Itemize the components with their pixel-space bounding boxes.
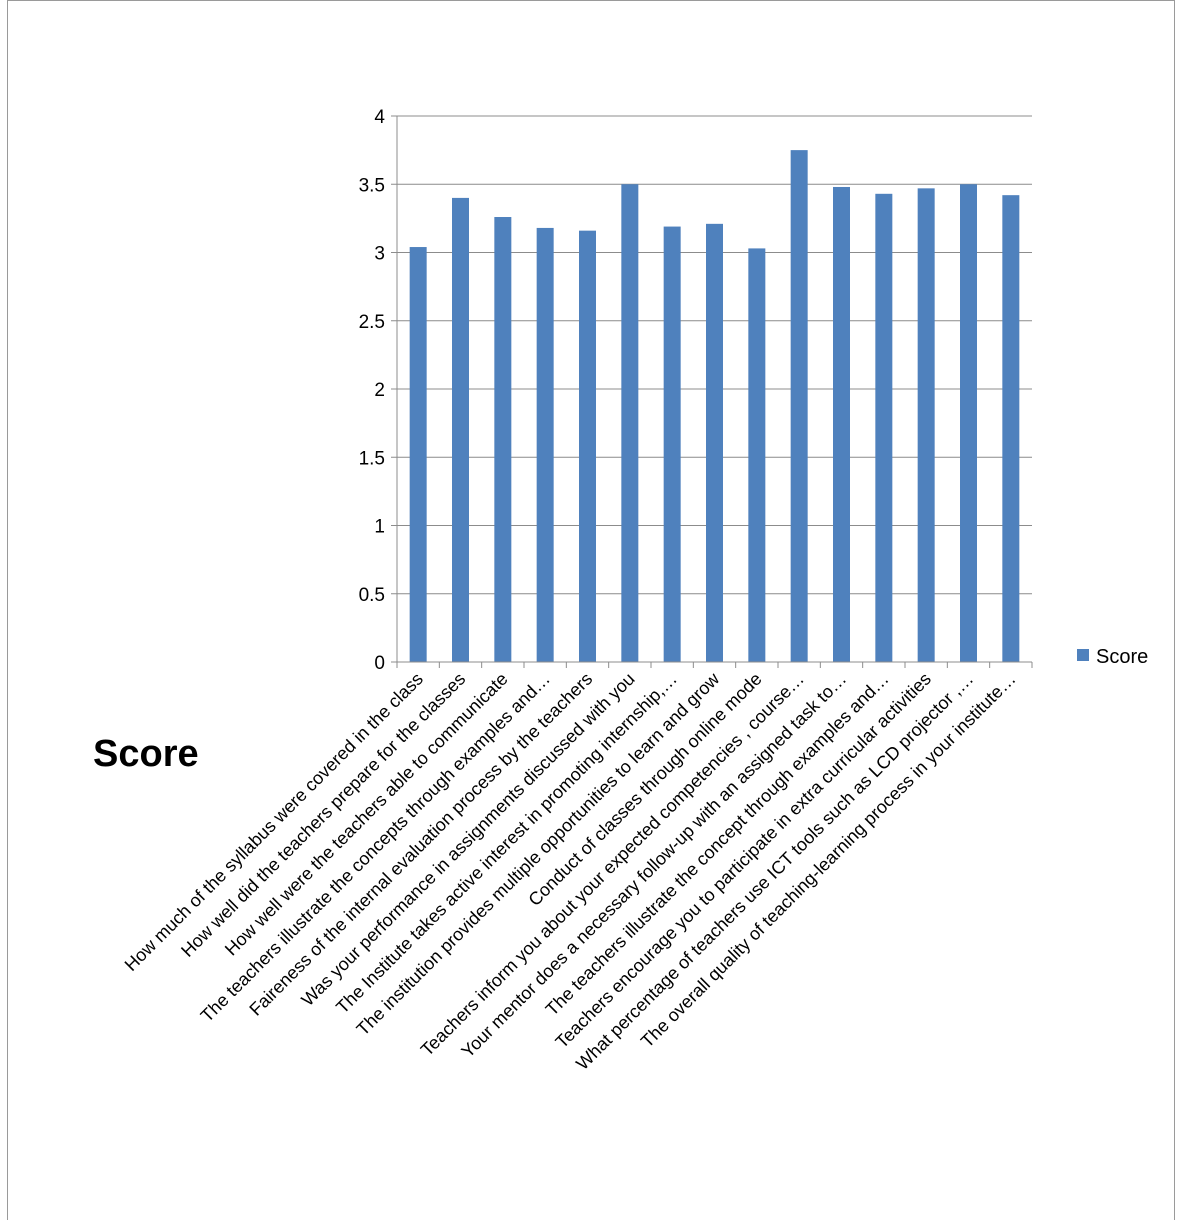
legend-label: Score <box>1096 646 1148 668</box>
y-tick-label: 0 <box>374 653 385 674</box>
y-tick-label: 3.5 <box>359 175 385 196</box>
bars <box>409 150 1020 663</box>
bar <box>579 230 596 662</box>
bar <box>790 150 808 662</box>
y-tick-label: 4 <box>374 107 385 128</box>
bar <box>706 223 723 662</box>
bar <box>1002 195 1020 663</box>
x-category-labels: How much of the syllabus were covered in… <box>121 668 1020 1074</box>
y-tick-labels: 0 0.5 1 1.5 2 2.5 3 3.5 4 <box>359 107 386 674</box>
bar <box>409 247 427 663</box>
y-tick-label: 2 <box>374 380 385 401</box>
bar <box>917 188 935 662</box>
bar <box>536 227 554 662</box>
bar <box>960 184 977 662</box>
chart-frame <box>7 0 1175 1220</box>
bar <box>452 197 469 662</box>
bar <box>663 226 681 662</box>
y-tick-label: 0.5 <box>359 585 385 606</box>
y-tick-label: 1 <box>374 517 385 538</box>
chart-side-title: Score <box>93 733 199 775</box>
bar <box>875 193 893 662</box>
y-tick-label: 2.5 <box>359 312 385 333</box>
bar <box>833 186 850 663</box>
y-tick-label: 3 <box>374 244 385 265</box>
bar <box>748 248 766 662</box>
legend-swatch <box>1077 649 1089 661</box>
bar <box>494 217 512 662</box>
axes <box>391 115 1033 668</box>
bar <box>621 184 639 662</box>
legend: Score <box>1077 646 1148 668</box>
y-tick-label: 1.5 <box>359 448 385 469</box>
